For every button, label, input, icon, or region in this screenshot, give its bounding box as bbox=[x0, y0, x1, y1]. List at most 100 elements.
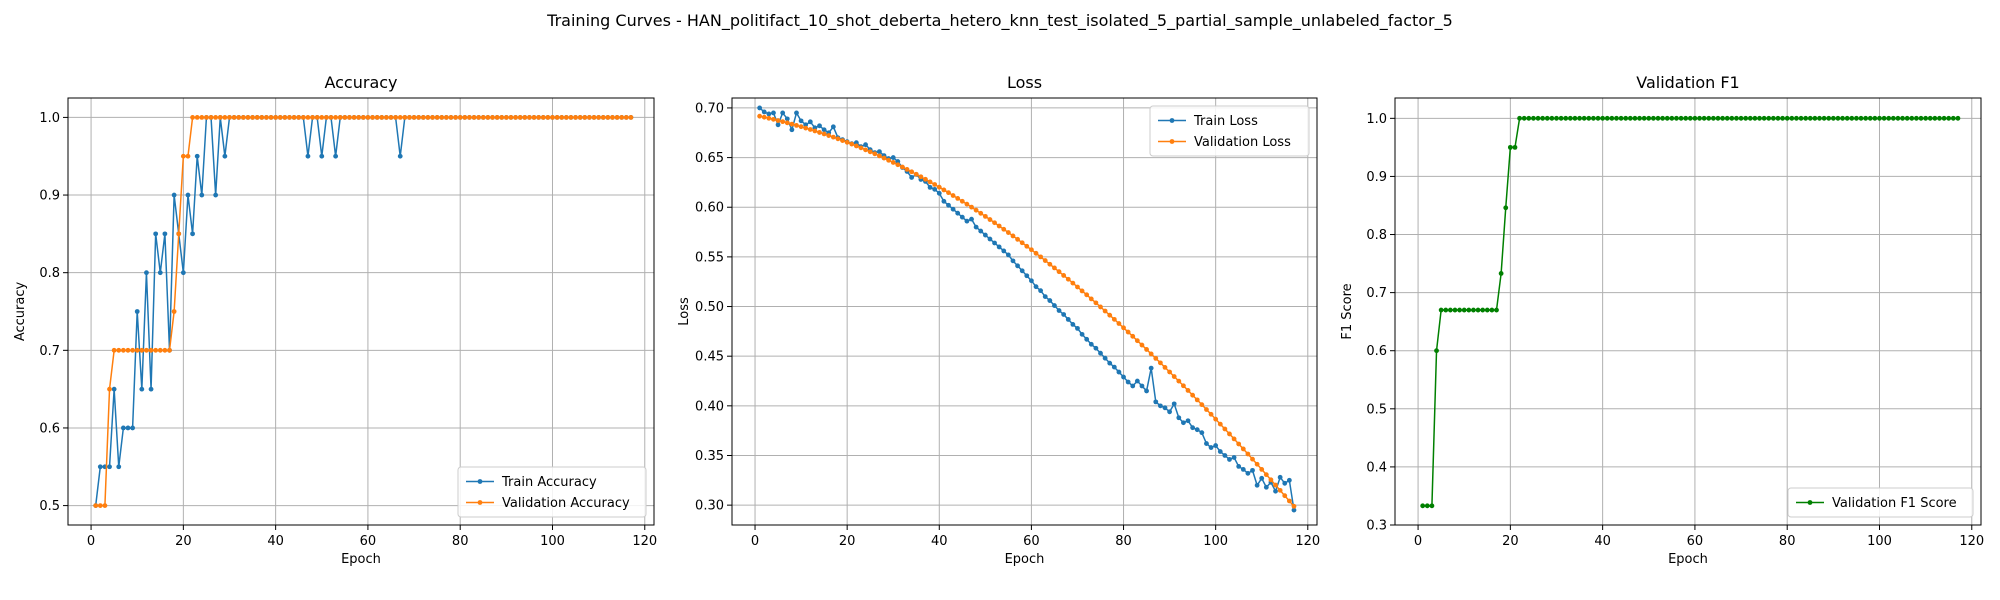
data-point bbox=[111, 347, 117, 353]
data-point bbox=[116, 347, 122, 353]
data-point bbox=[784, 116, 790, 122]
data-point bbox=[821, 127, 827, 133]
data-point bbox=[471, 115, 477, 120]
data-point bbox=[1268, 477, 1274, 483]
data-point bbox=[157, 270, 163, 276]
data-point bbox=[1540, 115, 1546, 121]
data-point bbox=[1927, 115, 1933, 121]
data-point bbox=[1093, 345, 1099, 351]
data-point bbox=[1909, 115, 1915, 121]
data-point bbox=[231, 115, 237, 120]
x-axis-label: Epoch bbox=[341, 552, 381, 567]
data-point bbox=[1093, 300, 1099, 306]
data-point bbox=[1102, 355, 1108, 361]
data-point bbox=[761, 114, 767, 120]
y-tick-label: 0.50 bbox=[695, 300, 724, 315]
data-point bbox=[107, 464, 112, 470]
data-point bbox=[1789, 115, 1795, 121]
data-point bbox=[1157, 360, 1163, 366]
data-point bbox=[771, 116, 776, 122]
x-tick-label: 80 bbox=[1115, 534, 1132, 549]
data-point bbox=[992, 220, 997, 226]
data-point bbox=[1932, 115, 1938, 121]
data-point bbox=[130, 425, 136, 431]
data-point bbox=[1526, 115, 1532, 121]
data-point bbox=[1240, 466, 1246, 472]
x-tick-label: 100 bbox=[540, 534, 565, 549]
data-point bbox=[1061, 312, 1067, 317]
data-point bbox=[1070, 322, 1076, 327]
legend-label: Validation Loss bbox=[1194, 135, 1291, 150]
data-point bbox=[1047, 261, 1053, 267]
data-point bbox=[1475, 307, 1481, 313]
data-point bbox=[830, 124, 836, 130]
data-point bbox=[1641, 115, 1647, 121]
data-point bbox=[1890, 115, 1896, 121]
x-tick-label: 0 bbox=[751, 534, 759, 549]
data-point bbox=[766, 115, 772, 121]
data-point bbox=[1512, 144, 1518, 150]
data-point bbox=[185, 192, 191, 198]
data-point bbox=[1208, 445, 1214, 450]
data-point bbox=[1950, 115, 1956, 121]
data-point bbox=[1821, 115, 1827, 121]
data-point bbox=[1914, 115, 1919, 121]
data-point bbox=[1088, 341, 1094, 347]
data-point bbox=[1941, 115, 1947, 121]
series-0 bbox=[1420, 115, 1961, 509]
x-tick-label: 80 bbox=[452, 534, 469, 549]
data-point bbox=[425, 115, 431, 120]
data-point bbox=[1075, 284, 1080, 290]
data-point bbox=[1167, 369, 1172, 375]
data-point bbox=[1457, 307, 1462, 313]
data-point bbox=[1250, 456, 1255, 462]
data-point bbox=[125, 425, 131, 431]
data-point bbox=[1079, 331, 1085, 337]
data-point bbox=[591, 115, 597, 120]
data-point bbox=[1144, 347, 1149, 352]
data-point bbox=[356, 115, 362, 120]
data-point bbox=[1056, 269, 1062, 275]
data-point bbox=[1204, 407, 1209, 412]
data-point bbox=[798, 118, 804, 124]
data-point bbox=[1167, 409, 1172, 415]
data-point bbox=[1466, 307, 1472, 313]
x-tick-label: 20 bbox=[839, 534, 856, 549]
data-point bbox=[927, 179, 933, 185]
data-point bbox=[1849, 115, 1855, 121]
legend-label: Validation Accuracy bbox=[502, 496, 630, 511]
y-tick-label: 0.6 bbox=[1366, 344, 1387, 359]
data-point bbox=[1245, 470, 1251, 476]
data-point bbox=[162, 231, 168, 237]
y-tick-label: 0.8 bbox=[1366, 228, 1387, 243]
data-point bbox=[1563, 115, 1569, 121]
data-point bbox=[619, 115, 625, 120]
data-point bbox=[236, 115, 242, 120]
data-point bbox=[111, 386, 117, 392]
legend-marker bbox=[1169, 139, 1175, 144]
data-point bbox=[877, 153, 882, 159]
x-tick-label: 60 bbox=[360, 534, 377, 549]
legend-marker bbox=[1807, 500, 1813, 505]
data-point bbox=[1125, 329, 1131, 335]
data-point bbox=[987, 236, 993, 242]
legend-box bbox=[457, 466, 647, 518]
data-point bbox=[134, 309, 140, 314]
data-point bbox=[1222, 453, 1228, 458]
x-tick-label: 120 bbox=[1295, 534, 1320, 549]
data-point bbox=[886, 157, 892, 163]
data-point bbox=[337, 115, 343, 120]
data-point bbox=[950, 206, 956, 212]
data-point bbox=[190, 231, 195, 237]
x-tick-label: 80 bbox=[1779, 534, 1796, 549]
data-point bbox=[1277, 474, 1283, 480]
data-point bbox=[890, 160, 896, 165]
data-point bbox=[1835, 115, 1841, 121]
data-point bbox=[1286, 477, 1292, 483]
x-tick-label: 20 bbox=[1502, 534, 1519, 549]
data-point bbox=[1107, 312, 1113, 318]
data-point bbox=[370, 115, 375, 120]
data-point bbox=[180, 153, 186, 159]
data-point bbox=[1148, 365, 1154, 371]
data-point bbox=[1604, 115, 1610, 121]
